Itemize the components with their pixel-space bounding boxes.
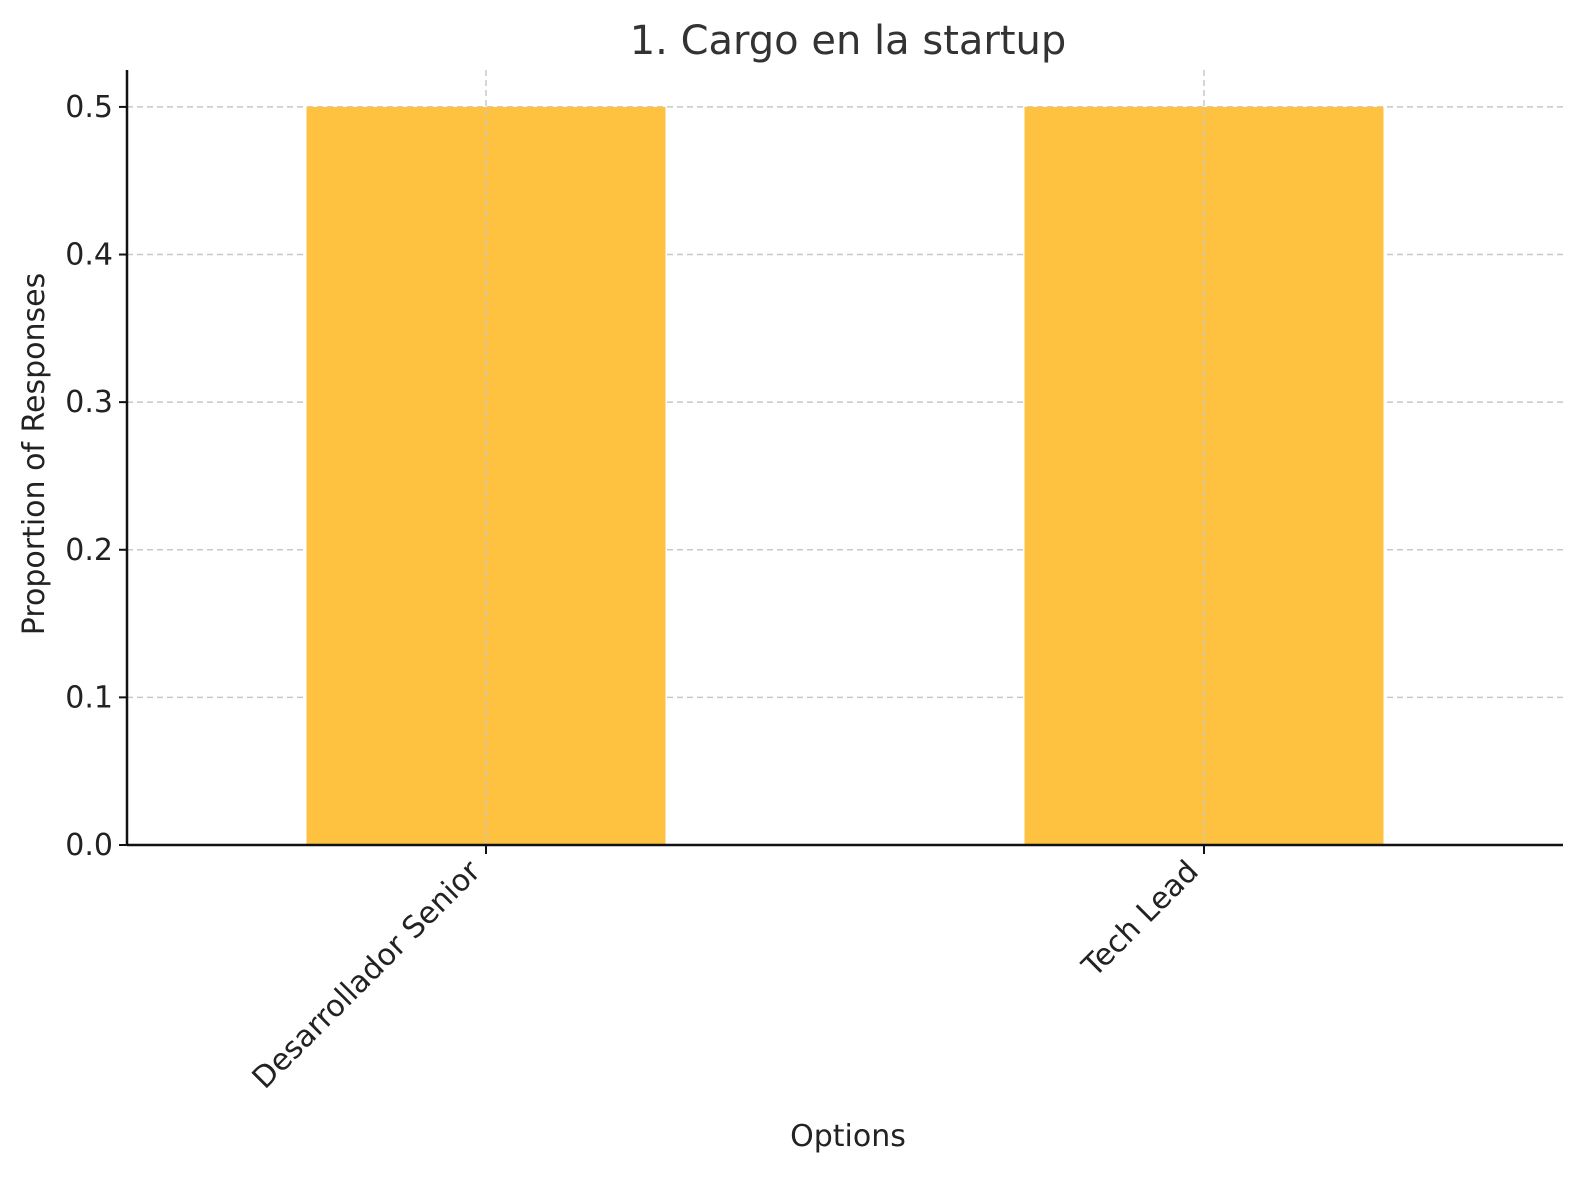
- y-tick-label: 0.1: [65, 680, 113, 715]
- bars-layer: [306, 106, 1384, 845]
- x-tick-label: Tech Lead: [1075, 854, 1206, 985]
- y-tick-label: 0.5: [65, 90, 113, 125]
- y-tick-label: 0.2: [65, 533, 113, 568]
- y-axis-label: Proportion of Responses: [17, 273, 52, 636]
- x-tick-label: Desarrollador Senior: [246, 853, 488, 1095]
- x-ticks: Desarrollador Senior Tech Lead: [246, 845, 1206, 1096]
- axes-layer: [125, 70, 1563, 847]
- y-tick-label: 0.0: [65, 828, 113, 863]
- y-ticks: 0.0 0.1 0.2 0.3 0.4 0.5: [65, 90, 127, 863]
- y-tick-label: 0.4: [65, 238, 113, 273]
- x-axis-label: Options: [790, 1119, 906, 1154]
- y-tick-label: 0.3: [65, 385, 113, 420]
- x-grid-layer: [485, 70, 1205, 845]
- chart-title: 1. Cargo en la startup: [630, 18, 1067, 64]
